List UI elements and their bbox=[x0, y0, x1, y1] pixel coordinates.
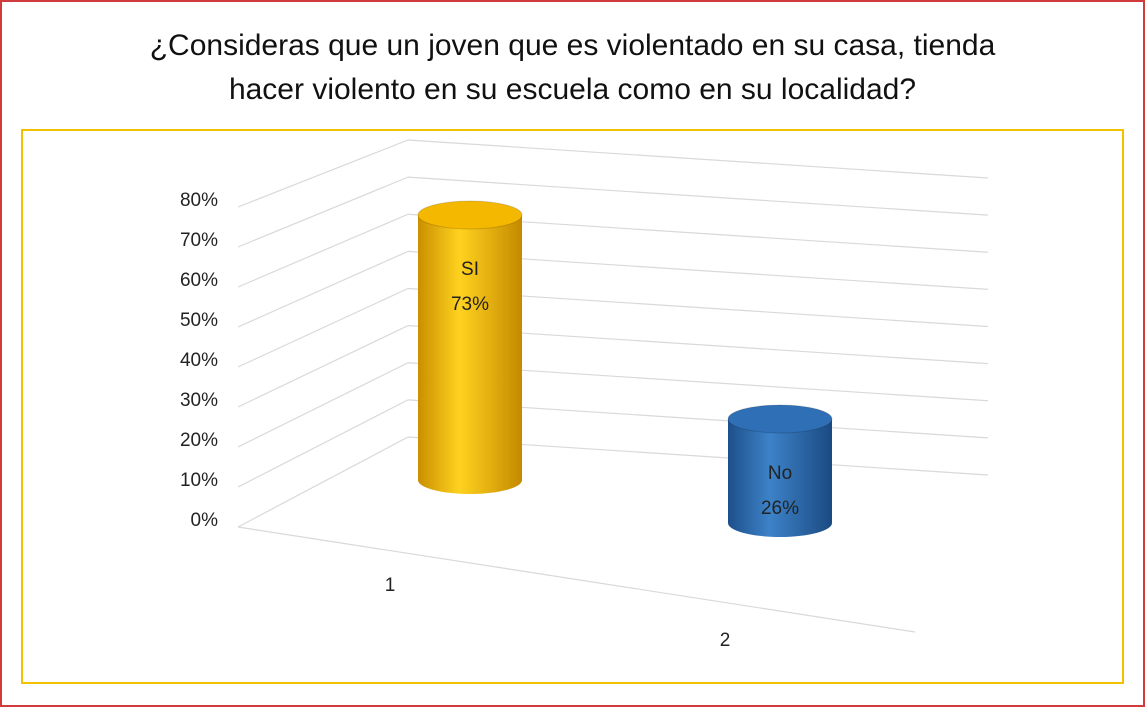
chart-title: ¿Consideras que un joven que es violenta… bbox=[149, 29, 996, 106]
grid-line bbox=[237, 139, 409, 208]
bar bbox=[728, 419, 832, 537]
grid-line bbox=[237, 287, 409, 368]
x-tick-label: 1 bbox=[385, 575, 396, 596]
grid-line bbox=[237, 325, 409, 408]
floor-edge bbox=[237, 526, 916, 633]
point-name: SI bbox=[461, 259, 479, 280]
bar-top bbox=[417, 200, 523, 230]
y-tick-label: 40% bbox=[180, 350, 218, 371]
grid-line bbox=[237, 250, 409, 328]
y-tick-label: 70% bbox=[180, 230, 218, 251]
y-tick-label: 0% bbox=[191, 510, 219, 531]
cylinder bbox=[417, 200, 523, 494]
y-tick-label: 80% bbox=[180, 190, 218, 211]
grid-line bbox=[407, 139, 989, 179]
value-label: 73% bbox=[451, 294, 489, 315]
grid-line bbox=[407, 176, 989, 216]
grid-line bbox=[237, 176, 409, 248]
y-tick-label: 50% bbox=[180, 310, 218, 331]
grid-line bbox=[237, 213, 409, 288]
bar bbox=[418, 215, 522, 494]
y-tick-label: 30% bbox=[180, 390, 218, 411]
point-name: No bbox=[768, 463, 792, 484]
x-tick-label: 2 bbox=[720, 630, 731, 651]
cylinder bbox=[727, 404, 833, 537]
grid-line bbox=[237, 436, 409, 528]
plot-frame bbox=[21, 129, 1124, 684]
grid-line bbox=[237, 399, 409, 488]
value-label: 26% bbox=[761, 498, 799, 519]
grid-line bbox=[237, 362, 409, 448]
bar-top bbox=[727, 404, 833, 434]
y-tick-label: 60% bbox=[180, 270, 218, 291]
y-tick-label: 10% bbox=[180, 470, 218, 491]
y-tick-label: 20% bbox=[180, 430, 218, 451]
